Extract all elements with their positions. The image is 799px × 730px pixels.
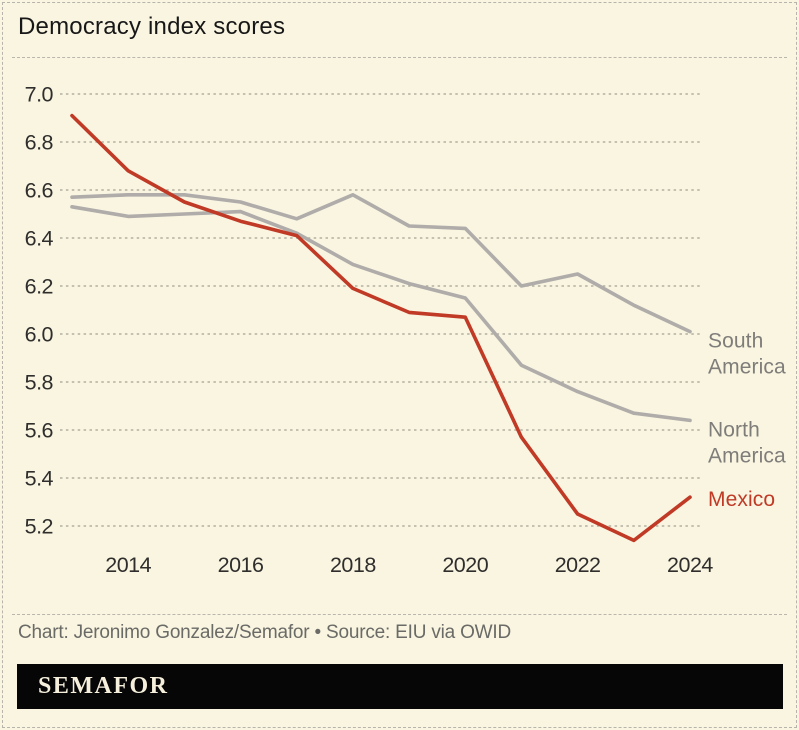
y-axis-tick-label: 6.0 [25, 323, 54, 347]
semafor-wordmark: SEMAFOR [38, 673, 169, 699]
x-axis-tick-label: 2016 [218, 553, 264, 577]
y-axis-tick-label: 5.8 [25, 371, 54, 395]
title-separator [12, 57, 787, 58]
chart-title: Democracy index scores [18, 13, 286, 40]
y-axis-tick-label: 6.6 [25, 179, 54, 203]
democracy-index-line-chart: 7.0 6.8 6.6 6.4 6.2 6.0 5.8 5.6 5.4 5.2 2014 2016 20… [25, 83, 786, 578]
y-axis-tick-label: 5.6 [25, 419, 54, 443]
y-axis-tick-label: 5.2 [25, 515, 53, 539]
y-axis-tick-label: 6.4 [25, 227, 54, 251]
series-label-north-america: North [708, 418, 760, 441]
semafor-logo-bar: SEMAFOR [17, 664, 783, 709]
y-axis-tick-label: 6.8 [25, 131, 54, 155]
y-axis-tick-label: 6.2 [25, 275, 53, 299]
y-axis-tick-label: 5.4 [25, 467, 54, 491]
credit-line: Chart: Jeronimo Gonzalez/Semafor • Sourc… [18, 622, 511, 643]
x-axis-tick-label: 2020 [442, 553, 488, 577]
x-axis-tick-label: 2024 [667, 553, 713, 577]
x-axis-tick-label: 2022 [555, 553, 601, 577]
series-label-mexico: Mexico [708, 488, 775, 511]
x-axis-tick-label: 2018 [330, 553, 376, 577]
x-axis-tick-label: 2014 [105, 553, 151, 577]
series-label-north-america: America [708, 444, 786, 467]
series-line-mexico [70, 113, 692, 543]
series-label-south-america: America [708, 356, 786, 379]
footer-separator [12, 614, 787, 615]
series-label-south-america: South [708, 330, 763, 353]
series-line-north-america [70, 205, 692, 423]
y-axis-tick-label: 7.0 [25, 83, 54, 107]
